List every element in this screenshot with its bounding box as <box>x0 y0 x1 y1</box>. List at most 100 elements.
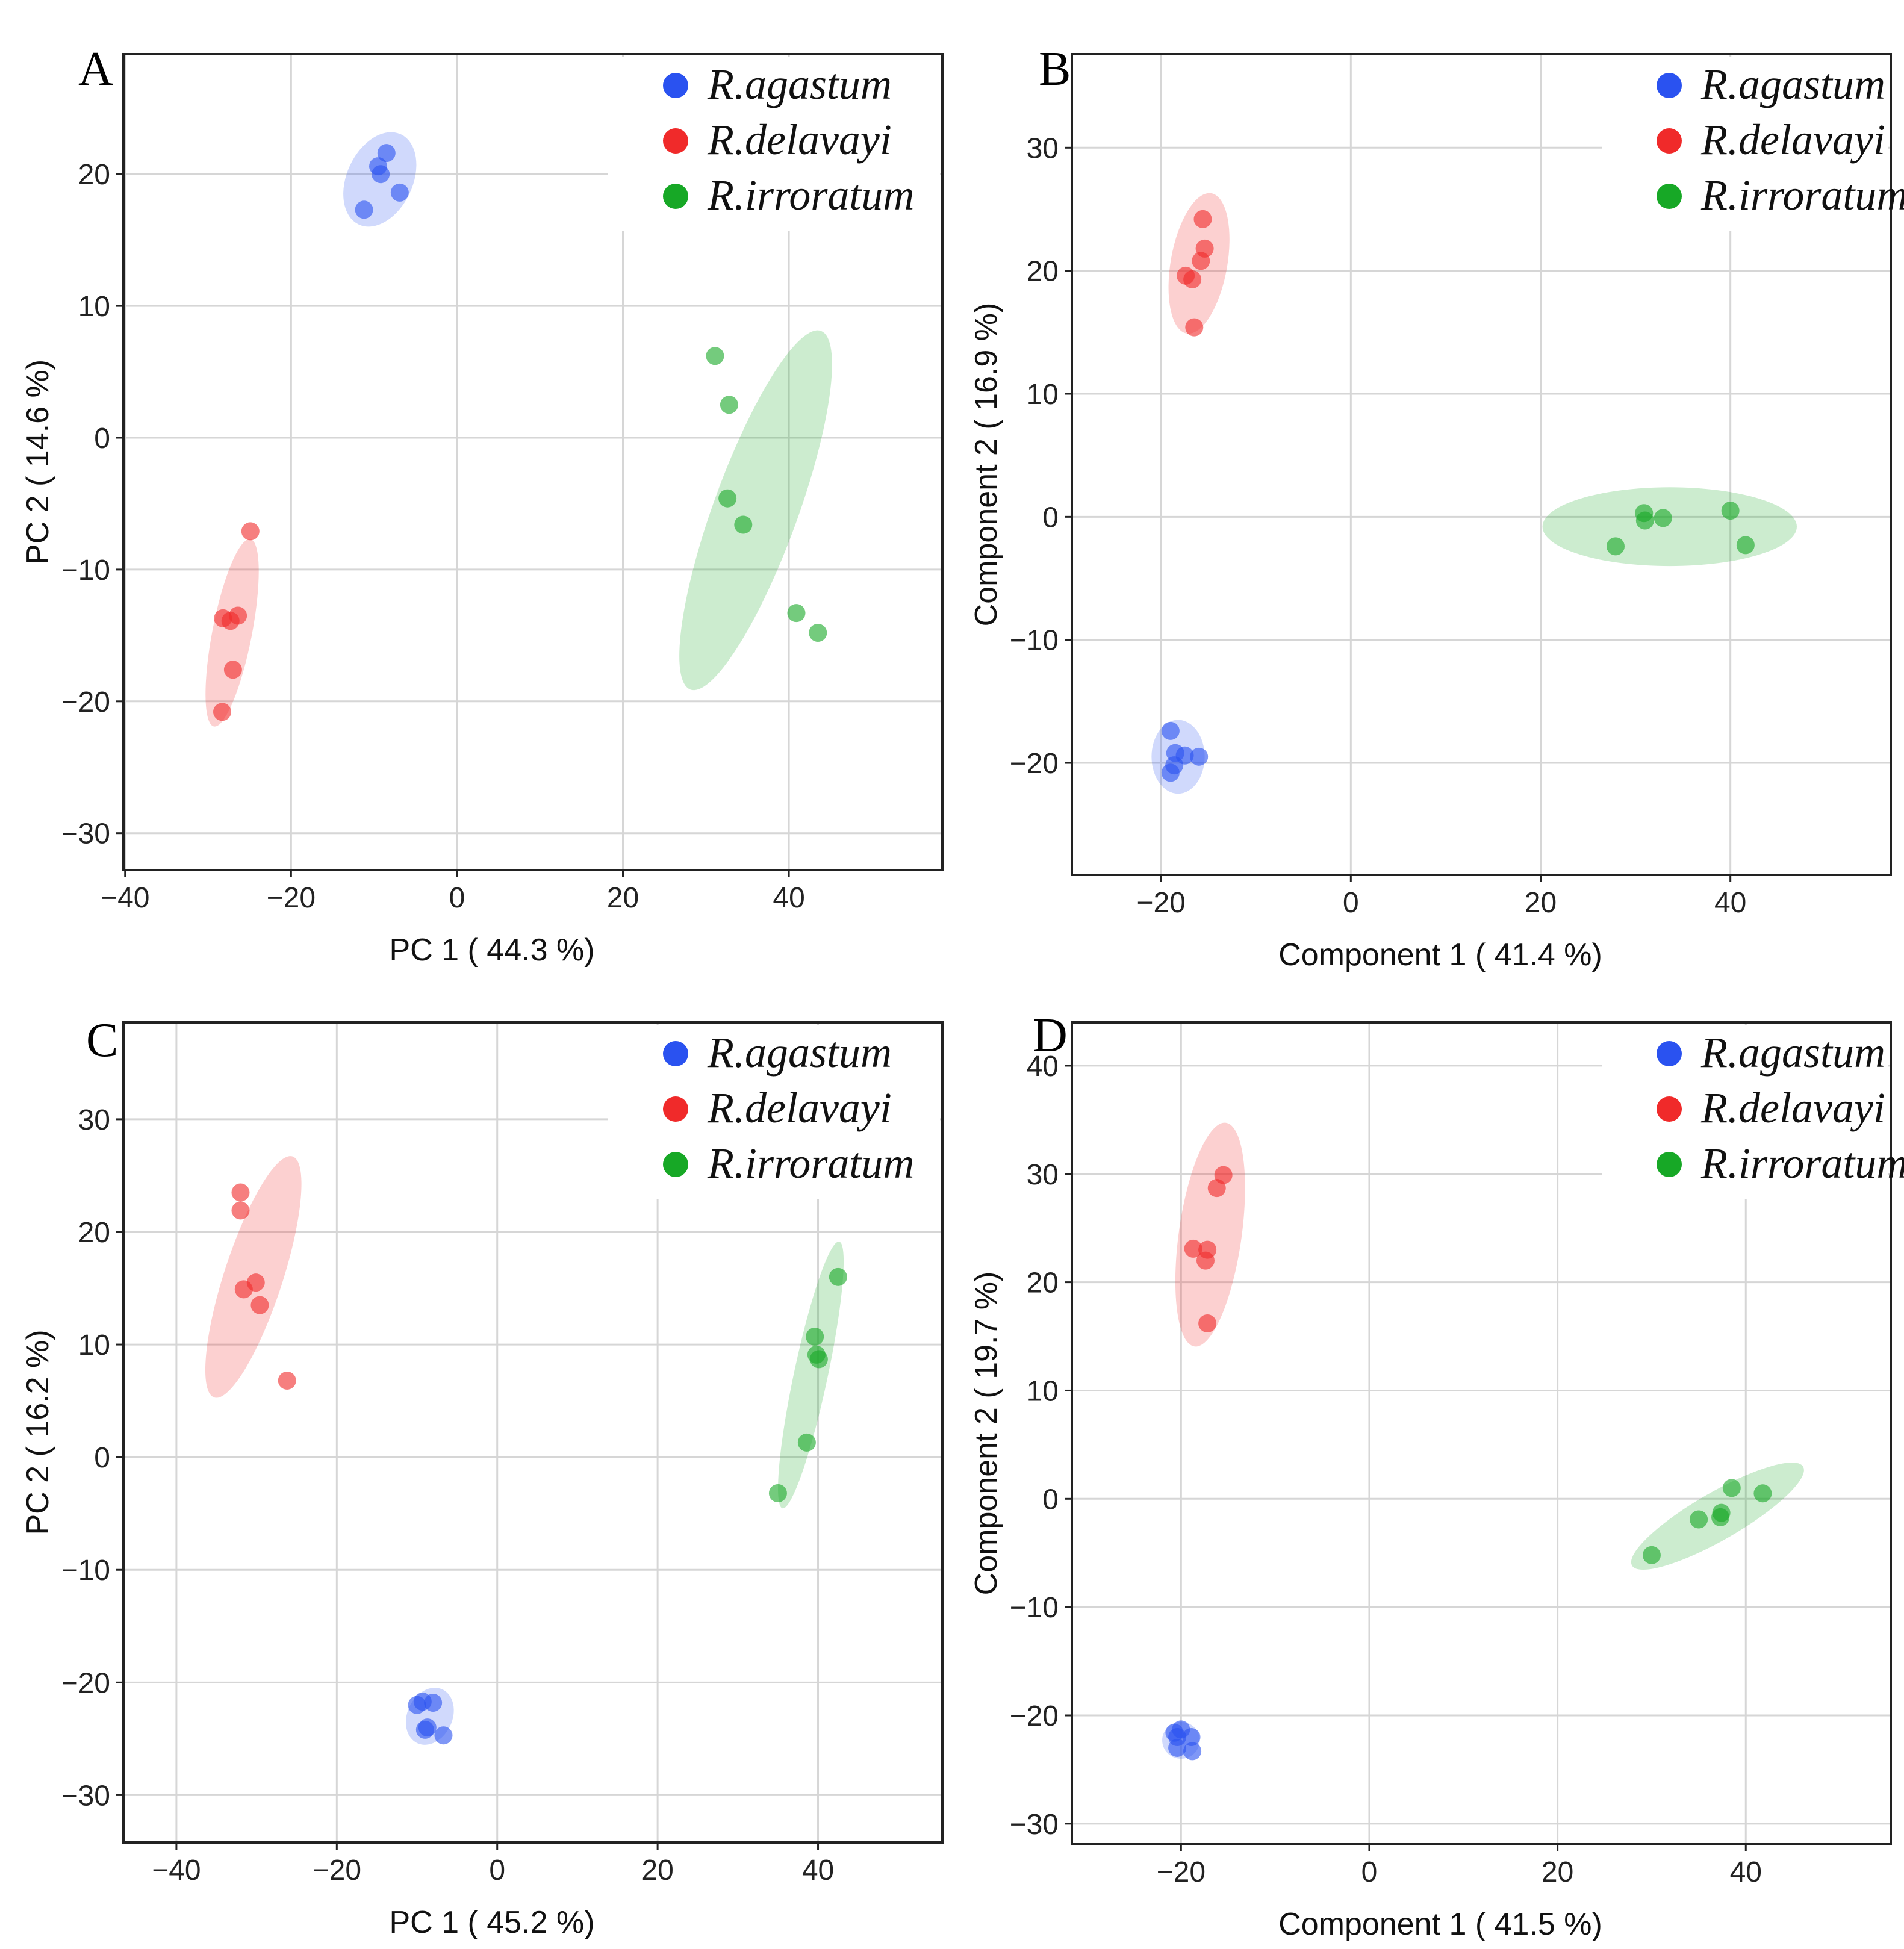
data-point-r-irroratum <box>829 1267 847 1286</box>
x-axis-title: PC 1 ( 44.3 %) <box>389 933 594 968</box>
x-axis-title: Component 1 ( 41.5 %) <box>1278 1907 1602 1942</box>
y-axis-title: PC 2 ( 14.6 %) <box>20 359 55 565</box>
panel-d: −20 0 20 40 −30 −20 −10 0 10 20 30 40 Component 1 ( … <box>969 1009 1904 1942</box>
x-tick-label: −40 <box>101 882 149 914</box>
data-point-r-delavayi <box>1183 270 1202 288</box>
x-tick-label: 0 <box>1343 887 1359 919</box>
data-point-r-irroratum <box>1654 509 1672 527</box>
plot-area <box>205 1156 847 1745</box>
data-point-r-agastum <box>1182 1727 1201 1746</box>
y-tick-label: 40 <box>1027 1051 1059 1083</box>
data-point-r-delavayi <box>213 703 231 721</box>
legend-label-r-irroratum: R.irroratum <box>707 1139 914 1187</box>
data-point-r-agastum <box>418 1718 437 1737</box>
confidence-ellipse-r-irroratum <box>1542 487 1797 567</box>
panel-b: −20 0 20 40 −20 −10 0 10 20 30 Component 1 ( 41.4 … <box>969 43 1904 972</box>
y-tick-label: −10 <box>61 1555 110 1587</box>
panel-c: −40 −20 0 20 40 −30 −20 −10 0 10 20 30 PC 1 ( 45.2 %… <box>20 1014 944 1940</box>
y-tick-label: −20 <box>61 686 110 718</box>
data-point-r-irroratum <box>797 1433 816 1452</box>
y-tick-label: 0 <box>94 1442 110 1474</box>
y-tick-label: −30 <box>1010 1809 1059 1841</box>
legend-label-r-delavayi: R.delavayi <box>1700 116 1885 164</box>
y-axis-title: Component 2 ( 19.7 %) <box>969 1272 1004 1596</box>
data-point-r-irroratum <box>1635 511 1654 530</box>
data-point-r-irroratum <box>1722 1479 1741 1497</box>
confidence-ellipse-r-agastum <box>406 1688 454 1745</box>
x-tick-label: −20 <box>267 882 316 914</box>
y-tick-label: 30 <box>1027 132 1059 164</box>
data-point-r-irroratum <box>1606 537 1625 556</box>
legend-marker-r-agastum <box>663 73 688 98</box>
data-point-r-irroratum <box>734 515 753 534</box>
legend-label-r-agastum: R.agastum <box>1700 1028 1885 1077</box>
data-point-r-agastum <box>377 144 396 163</box>
legend-label-r-delavayi: R.delavayi <box>707 116 892 164</box>
legend-label-r-delavayi: R.delavayi <box>1700 1084 1885 1132</box>
legend-marker-r-agastum <box>1657 73 1682 98</box>
data-point-r-irroratum <box>806 1327 824 1346</box>
data-point-r-agastum <box>1161 721 1180 740</box>
data-point-r-delavayi <box>1192 252 1210 270</box>
data-point-r-irroratum <box>1753 1484 1772 1503</box>
legend-marker-r-irroratum <box>1657 184 1682 209</box>
data-point-r-agastum <box>372 165 390 184</box>
data-point-r-delavayi <box>1185 318 1204 337</box>
y-axis-title: PC 2 ( 16.2 %) <box>20 1329 55 1535</box>
legend-marker-r-agastum <box>663 1041 688 1066</box>
y-tick-label: −20 <box>1010 748 1059 780</box>
plot-area <box>1162 1122 1804 1761</box>
panel-letter: B <box>1039 43 1071 96</box>
y-tick-label: 10 <box>78 1329 110 1361</box>
legend-marker-r-delavayi <box>663 1096 688 1122</box>
y-tick-label: 0 <box>1042 502 1059 533</box>
plot-frame <box>122 53 944 871</box>
y-axis-title: Component 2 ( 16.9 %) <box>969 303 1004 627</box>
y-tick-label: 10 <box>1027 1375 1059 1407</box>
legend: R.agastum R.delavayi R.irroratum <box>1602 57 1904 231</box>
x-tick-label: 20 <box>641 1854 673 1886</box>
data-point-r-irroratum <box>1721 502 1740 520</box>
data-point-r-agastum <box>355 200 373 219</box>
y-tick-label: 0 <box>1042 1484 1059 1515</box>
legend-background <box>1602 57 1888 231</box>
legend-label-r-irroratum: R.irroratum <box>707 171 914 219</box>
legend-label-r-agastum: R.agastum <box>1700 60 1885 108</box>
data-point-r-delavayi <box>1193 210 1212 228</box>
y-tick-label: 10 <box>1027 379 1059 411</box>
x-tick-label: −40 <box>152 1854 201 1886</box>
legend-marker-r-delavayi <box>1657 128 1682 154</box>
data-point-r-delavayi <box>241 522 260 541</box>
y-tick-label: 30 <box>1027 1159 1059 1191</box>
y-tick-label: 20 <box>1027 1267 1059 1299</box>
data-point-r-delavayi <box>1207 1179 1226 1198</box>
legend: R.agastum R.delavayi R.irroratum <box>608 57 940 231</box>
data-point-r-agastum <box>1165 756 1184 775</box>
data-point-r-agastum <box>1168 1738 1187 1757</box>
data-point-r-delavayi <box>231 1183 250 1202</box>
data-point-r-agastum <box>1190 747 1209 766</box>
legend: R.agastum R.delavayi R.irroratum <box>1602 1025 1904 1199</box>
y-tick-label: −30 <box>61 818 110 850</box>
y-tick-label: −10 <box>1010 1592 1059 1624</box>
data-point-r-agastum <box>390 183 409 202</box>
y-tick-label: 30 <box>78 1104 110 1136</box>
data-point-r-delavayi <box>221 612 240 630</box>
legend-marker-r-irroratum <box>663 184 688 209</box>
data-point-r-irroratum <box>706 347 724 365</box>
legend-marker-r-irroratum <box>1657 1152 1682 1177</box>
gridlines <box>123 54 942 870</box>
x-tick-label: 0 <box>449 882 465 914</box>
legend-background <box>1602 1025 1888 1199</box>
plot-frame <box>1071 1021 1892 1845</box>
data-point-r-irroratum <box>1642 1546 1661 1564</box>
data-point-r-irroratum <box>1711 1508 1730 1526</box>
panel-letter: C <box>86 1014 118 1067</box>
legend-marker-r-agastum <box>1657 1041 1682 1066</box>
x-axis-title: PC 1 ( 45.2 %) <box>389 1905 594 1940</box>
data-point-r-agastum <box>434 1726 453 1745</box>
data-point-r-delavayi <box>1196 1251 1215 1270</box>
plot-area <box>205 132 832 727</box>
y-tick-label: −30 <box>61 1780 110 1812</box>
